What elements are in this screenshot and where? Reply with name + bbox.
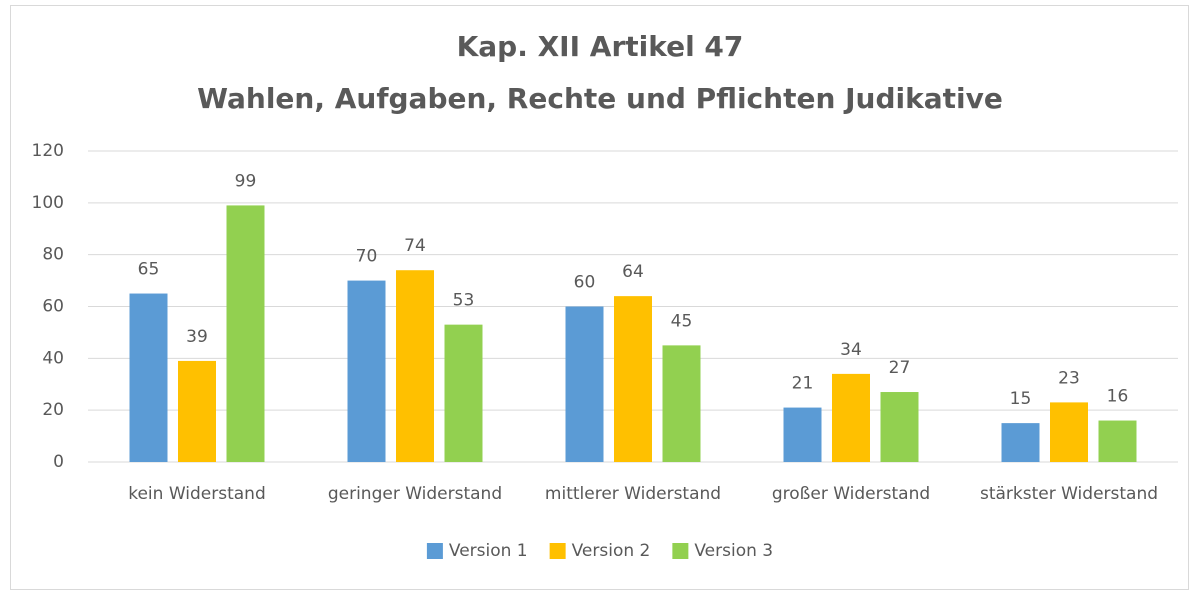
y-tick-label: 80 [42,245,64,265]
bar [347,280,386,462]
bar [396,270,434,462]
y-tick-label: 40 [42,348,64,368]
bar [444,324,483,462]
data-label: 60 [574,273,596,293]
data-label: 64 [622,262,644,282]
data-label: 65 [138,260,160,280]
legend-label: Version 2 [572,541,651,561]
chart-title: Wahlen, Aufgaben, Rechte und Pflichten J… [197,82,1003,115]
bar [1098,420,1137,462]
legend-swatch [426,543,443,559]
bar [832,373,870,462]
bar [1050,402,1088,462]
data-label: 27 [889,358,911,378]
data-label: 53 [453,291,475,311]
chart-title: Kap. XII Artikel 47 [457,30,744,63]
data-label: 45 [671,311,693,331]
bar [614,296,652,462]
y-tick-label: 60 [42,297,64,317]
y-tick-label: 20 [42,400,64,420]
data-label: 15 [1010,389,1032,409]
data-label: 21 [792,374,814,394]
data-label: 34 [840,340,862,360]
bar [129,293,168,462]
y-tick-label: 100 [32,193,64,213]
bar [226,205,265,463]
chart-frame [10,5,1189,590]
legend-swatch [549,543,566,559]
x-tick-label: großer Widerstand [772,484,930,504]
bar [1001,423,1040,462]
x-tick-label: mittlerer Widerstand [545,484,721,504]
data-label: 16 [1107,387,1129,407]
x-tick-label: kein Widerstand [128,484,266,504]
bar [178,360,216,462]
bar [783,407,822,462]
bar [662,345,701,462]
legend-swatch [672,543,689,559]
data-label: 23 [1058,368,1080,388]
data-label: 74 [404,236,426,256]
y-tick-label: 0 [53,452,64,472]
bar [880,392,919,462]
data-label: 70 [356,247,378,267]
bar [565,306,604,462]
x-tick-label: geringer Widerstand [328,484,502,504]
legend-label: Version 3 [694,541,773,561]
data-label: 39 [186,327,208,347]
legend-label: Version 1 [449,541,528,561]
y-tick-label: 120 [32,141,64,161]
x-tick-label: stärkster Widerstand [980,484,1158,504]
data-label: 99 [235,171,257,191]
